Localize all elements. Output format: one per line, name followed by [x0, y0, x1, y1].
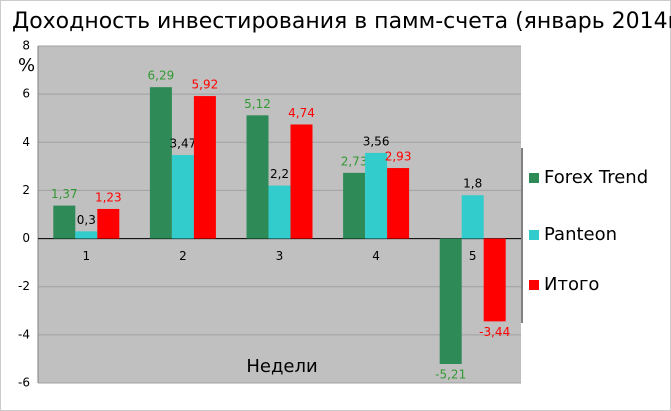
legend-label: Итого — [544, 274, 599, 295]
legend-swatch — [529, 173, 539, 183]
bar — [97, 208, 120, 239]
data-label: 2,93 — [385, 150, 412, 164]
bar — [365, 152, 388, 239]
bar — [246, 115, 269, 239]
y-tick-label: 0 — [22, 231, 30, 245]
data-label: 1,8 — [463, 177, 482, 191]
data-label: 0,3 — [77, 213, 96, 227]
y-tick-label: -2 — [18, 279, 30, 293]
data-label: 3,47 — [170, 137, 197, 151]
legend-swatch — [529, 230, 539, 240]
y-tick-label: -6 — [18, 376, 30, 390]
x-tick-label: 2 — [179, 249, 187, 263]
data-label: 1,23 — [95, 190, 122, 204]
bar — [193, 96, 216, 239]
data-label: 5,92 — [192, 78, 219, 92]
bar — [290, 124, 313, 239]
y-tick-label: -4 — [18, 327, 30, 341]
chart-title: Доходность инвестирования в памм-счета (… — [12, 9, 671, 34]
bar — [171, 155, 194, 239]
x-tick-label: 1 — [82, 249, 90, 263]
data-label: 6,29 — [148, 69, 175, 83]
bar — [439, 238, 462, 364]
bar — [387, 168, 410, 239]
bar — [75, 231, 98, 239]
data-label: 5,12 — [244, 97, 271, 111]
bar — [53, 205, 76, 239]
y-axis-label: % — [18, 55, 35, 76]
x-axis-label: Недели — [246, 356, 317, 377]
data-label: 4,74 — [288, 106, 315, 120]
y-tick-label: 2 — [22, 183, 30, 197]
legend-label: Forex Trend — [544, 167, 648, 188]
y-tick-label: 4 — [22, 135, 30, 149]
legend-label: Panteon — [544, 224, 617, 245]
data-label: 1,37 — [51, 187, 78, 201]
data-label: 2,2 — [270, 167, 289, 181]
data-label: 3,56 — [363, 134, 390, 148]
y-tick-label: 6 — [22, 87, 30, 101]
bar — [149, 87, 172, 239]
bar — [268, 185, 291, 239]
x-tick-label: 3 — [276, 249, 284, 263]
data-label: -5,21 — [435, 367, 466, 381]
data-label: -3,44 — [479, 325, 510, 339]
bar — [461, 195, 484, 239]
bar — [343, 172, 366, 239]
bar — [483, 238, 506, 322]
x-tick-label: 5 — [469, 249, 477, 263]
legend-swatch — [529, 280, 539, 290]
x-tick-label: 4 — [372, 249, 380, 263]
y-tick-label: 8 — [22, 39, 30, 53]
data-label: 2,73 — [341, 154, 368, 168]
